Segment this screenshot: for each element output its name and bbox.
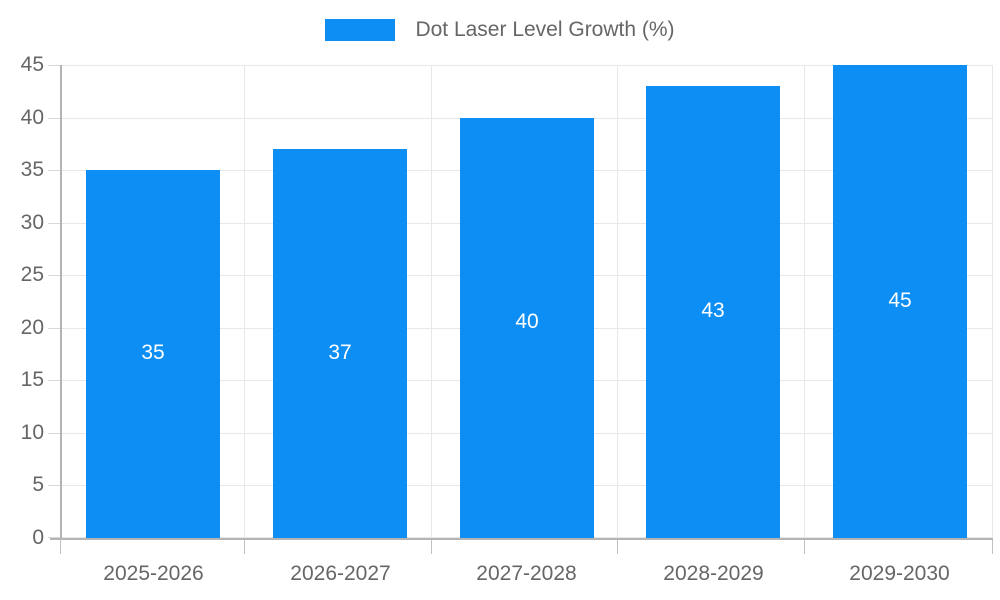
y-axis-label-25: 25 xyxy=(20,263,44,286)
x-tick-1 xyxy=(244,540,245,554)
bar-value-2029-2030: 45 xyxy=(888,289,912,312)
y-tick-25 xyxy=(48,275,60,276)
vgridline-5 xyxy=(992,65,993,538)
y-axis-label-5: 5 xyxy=(32,473,44,496)
y-tick-40 xyxy=(48,118,60,119)
bar-value-2026-2027: 37 xyxy=(328,341,352,364)
gridline-45 xyxy=(60,65,993,66)
y-tick-0 xyxy=(48,537,60,538)
y-tick-5 xyxy=(48,485,60,486)
y-axis-line xyxy=(60,65,62,539)
bar-2025-2026[interactable] xyxy=(86,170,220,538)
bar-value-2028-2029: 43 xyxy=(701,299,725,322)
y-tick-20 xyxy=(48,328,60,329)
y-axis-label-30: 30 xyxy=(20,211,44,234)
y-tick-45 xyxy=(48,65,60,66)
plot-area: 35 37 40 43 45 xyxy=(60,65,993,538)
bar-2029-2030[interactable] xyxy=(833,65,967,538)
legend-label[interactable]: Dot Laser Level Growth (%) xyxy=(415,18,675,41)
vgridline-4 xyxy=(804,65,805,538)
bar-2028-2029[interactable] xyxy=(646,86,780,538)
x-axis-line xyxy=(50,538,993,540)
legend-swatch-icon[interactable] xyxy=(325,19,396,41)
vgridline-1 xyxy=(244,65,245,538)
bar-2027-2028[interactable] xyxy=(460,118,594,538)
bar-value-2025-2026: 35 xyxy=(141,341,165,364)
bar-value-2027-2028: 40 xyxy=(515,310,539,333)
y-axis-label-15: 15 xyxy=(20,368,44,391)
x-tick-0 xyxy=(60,540,61,554)
bar-2026-2027[interactable] xyxy=(273,149,407,538)
x-axis-label-2026-2027: 2026-2027 xyxy=(290,562,391,585)
x-axis-label-2027-2028: 2027-2028 xyxy=(476,562,577,585)
x-tick-3 xyxy=(617,540,618,554)
vgridline-3 xyxy=(617,65,618,538)
y-axis-label-40: 40 xyxy=(20,106,44,129)
y-axis-label-35: 35 xyxy=(20,158,44,181)
y-axis-label-10: 10 xyxy=(20,421,44,444)
y-axis-label-0: 0 xyxy=(32,526,44,549)
x-tick-5 xyxy=(992,540,993,554)
chart-legend: Dot Laser Level Growth (%) xyxy=(0,14,1000,46)
x-axis-label-2029-2030: 2029-2030 xyxy=(849,562,950,585)
y-tick-10 xyxy=(48,433,60,434)
vgridline-2 xyxy=(431,65,432,538)
y-axis-label-20: 20 xyxy=(20,316,44,339)
x-axis-label-2028-2029: 2028-2029 xyxy=(663,562,764,585)
y-tick-35 xyxy=(48,170,60,171)
x-tick-4 xyxy=(804,540,805,554)
x-axis-label-2025-2026: 2025-2026 xyxy=(103,562,204,585)
y-tick-30 xyxy=(48,223,60,224)
y-tick-15 xyxy=(48,380,60,381)
y-axis-label-45: 45 xyxy=(20,53,44,76)
x-tick-2 xyxy=(431,540,432,554)
